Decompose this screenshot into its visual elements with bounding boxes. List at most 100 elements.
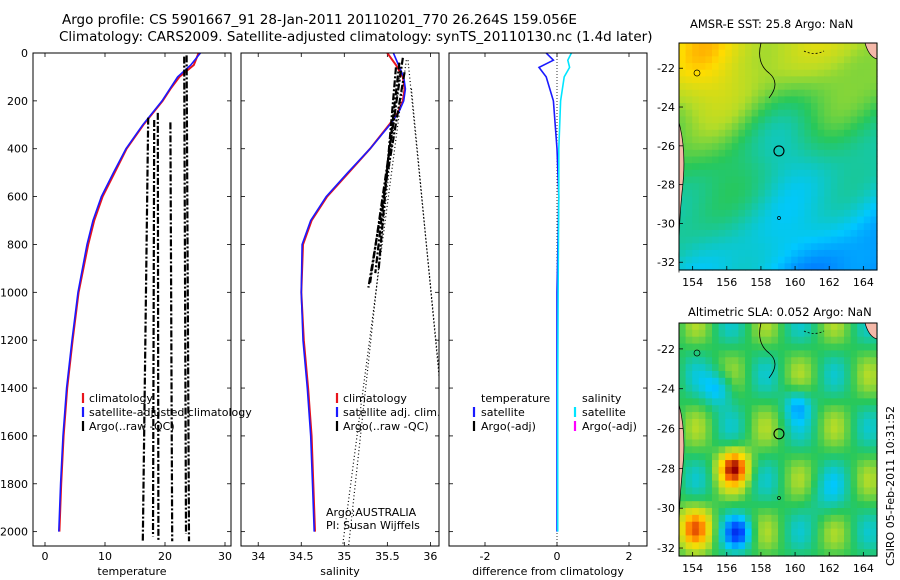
map-cell — [791, 439, 799, 447]
map-cell — [705, 89, 713, 98]
map-cell — [844, 189, 852, 198]
map-cell — [784, 323, 792, 331]
map-cell — [844, 249, 852, 258]
argo-profile-line — [183, 56, 188, 535]
map-cell — [758, 453, 766, 461]
map-cell — [751, 460, 759, 468]
map-cell — [784, 89, 792, 98]
map-cell — [850, 323, 858, 331]
map-cell — [685, 508, 693, 516]
map-cell — [712, 501, 720, 509]
map-cell — [824, 323, 832, 331]
map-cell — [705, 453, 713, 461]
figure-title-line2: Climatology: CARS2009. Satellite-adjuste… — [59, 29, 653, 45]
map-cell — [745, 76, 753, 84]
map-cell — [738, 412, 746, 420]
map-cell — [784, 123, 792, 131]
map-cell — [712, 446, 720, 454]
map-cell — [850, 143, 858, 151]
map-cell — [698, 405, 706, 413]
map-cell — [725, 391, 733, 399]
map-cell — [685, 143, 693, 151]
x-tick-label: 34 — [251, 550, 265, 563]
map-cell — [692, 377, 700, 386]
map-cell — [771, 49, 779, 57]
map-cell — [731, 460, 739, 468]
map-cell — [705, 432, 713, 441]
map-cell — [870, 528, 878, 537]
map-cell — [850, 528, 858, 537]
map-cell — [797, 209, 805, 218]
map-cell — [844, 123, 852, 131]
map-cell — [692, 535, 700, 543]
map-cell — [870, 418, 878, 427]
map-cell — [857, 89, 865, 98]
map-cell — [731, 439, 739, 447]
map-cell — [797, 69, 805, 77]
map-cell — [850, 116, 858, 124]
map-cell — [870, 370, 878, 379]
map-cell — [804, 136, 812, 144]
map-cell — [698, 216, 706, 224]
map-cell — [712, 473, 720, 482]
map-cell — [771, 256, 779, 264]
map-cell — [824, 508, 832, 516]
map-cell — [712, 453, 720, 461]
map-cell — [692, 487, 700, 495]
map-cell — [712, 209, 720, 218]
map-cell — [824, 364, 832, 372]
map-cell — [824, 189, 832, 198]
map-cell — [705, 384, 713, 393]
map-cell — [712, 63, 720, 71]
map-cell — [844, 149, 852, 158]
map-cell — [824, 223, 832, 231]
map-cell — [817, 377, 825, 386]
map-cell — [771, 183, 779, 191]
map-cell — [718, 391, 726, 399]
map-cell — [778, 446, 786, 454]
map-cell — [685, 83, 693, 91]
map-cell — [725, 149, 733, 158]
map-cell — [870, 487, 878, 495]
map-cell — [824, 236, 832, 244]
map-cell — [811, 189, 819, 198]
map-cell — [698, 256, 706, 264]
map-cell — [692, 83, 700, 91]
map-cell — [844, 156, 852, 164]
map-cell — [679, 76, 687, 84]
map-cell — [692, 109, 700, 118]
map-cell — [791, 473, 799, 482]
map-cell — [698, 136, 706, 144]
map-cell — [791, 398, 799, 406]
map-cell — [857, 156, 865, 164]
map-cell — [797, 487, 805, 495]
map-cell — [804, 163, 812, 171]
map-cell — [804, 473, 812, 482]
map-cell — [698, 542, 706, 550]
map-cell — [751, 169, 759, 178]
map-cell — [771, 156, 779, 164]
map-cell — [870, 425, 878, 434]
map-cell — [817, 329, 825, 338]
map-cell — [718, 129, 726, 138]
map-cell — [718, 76, 726, 84]
map-cell — [718, 149, 726, 158]
map-cell — [751, 501, 759, 509]
map-cell — [791, 243, 799, 251]
contour-line — [759, 322, 776, 379]
map-cell — [811, 76, 819, 84]
map-cell — [692, 123, 700, 131]
map-cell — [679, 370, 687, 379]
map-cell — [870, 480, 878, 489]
map-cell — [718, 56, 726, 64]
map-cell — [738, 343, 746, 352]
map-cell — [692, 96, 700, 104]
map-cell — [751, 43, 759, 51]
map-cell — [844, 223, 852, 231]
map-cell — [685, 514, 693, 523]
map-cell — [758, 183, 766, 191]
map-cell — [718, 357, 726, 365]
map-cell — [771, 123, 779, 131]
map-cell — [705, 391, 713, 399]
map-cell — [844, 129, 852, 138]
